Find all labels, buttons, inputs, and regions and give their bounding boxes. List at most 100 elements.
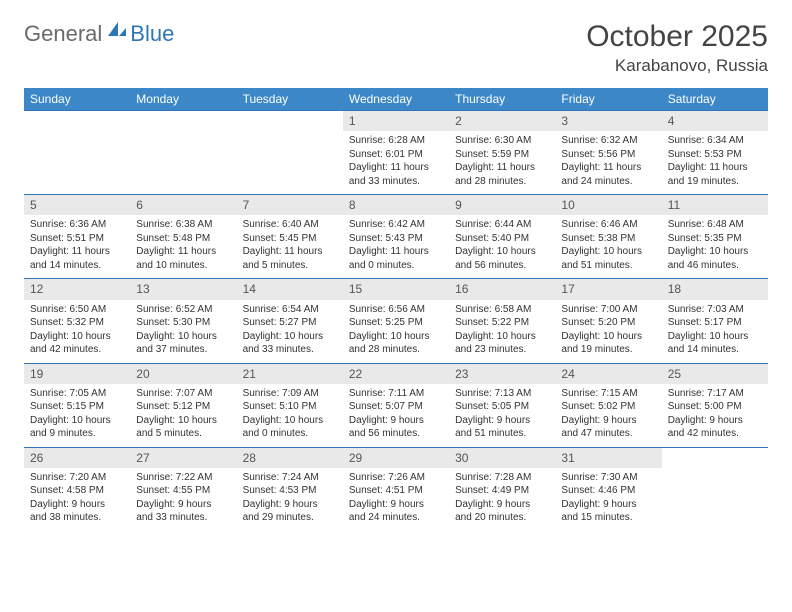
daylight-text: Daylight: 10 hours and 14 minutes. xyxy=(668,330,762,357)
day-details: Sunrise: 6:58 AMSunset: 5:22 PMDaylight:… xyxy=(449,300,555,363)
daylight-text: Daylight: 9 hours and 29 minutes. xyxy=(243,498,337,525)
sunrise-text: Sunrise: 6:54 AM xyxy=(243,303,337,317)
sunrise-text: Sunrise: 6:40 AM xyxy=(243,218,337,232)
day-details: Sunrise: 6:34 AMSunset: 5:53 PMDaylight:… xyxy=(662,131,768,194)
sunrise-text: Sunrise: 7:30 AM xyxy=(561,471,655,485)
day-details: Sunrise: 6:36 AMSunset: 5:51 PMDaylight:… xyxy=(24,215,130,278)
calendar-cell: 29Sunrise: 7:26 AMSunset: 4:51 PMDayligh… xyxy=(343,447,449,531)
sunset-text: Sunset: 5:59 PM xyxy=(455,148,549,162)
day-number: 19 xyxy=(24,364,130,384)
sunset-text: Sunset: 5:43 PM xyxy=(349,232,443,246)
sunset-text: Sunset: 5:30 PM xyxy=(136,316,230,330)
day-number: 6 xyxy=(130,195,236,215)
sunset-text: Sunset: 5:05 PM xyxy=(455,400,549,414)
sunrise-text: Sunrise: 7:13 AM xyxy=(455,387,549,401)
day-header: Monday xyxy=(130,88,236,111)
daylight-text: Daylight: 10 hours and 5 minutes. xyxy=(136,414,230,441)
calendar-row: 1Sunrise: 6:28 AMSunset: 6:01 PMDaylight… xyxy=(24,111,768,195)
day-details: Sunrise: 6:28 AMSunset: 6:01 PMDaylight:… xyxy=(343,131,449,194)
daylight-text: Daylight: 11 hours and 0 minutes. xyxy=(349,245,443,272)
sunset-text: Sunset: 5:51 PM xyxy=(30,232,124,246)
daylight-text: Daylight: 10 hours and 42 minutes. xyxy=(30,330,124,357)
day-number: 30 xyxy=(449,448,555,468)
day-number: 12 xyxy=(24,279,130,299)
sunset-text: Sunset: 5:10 PM xyxy=(243,400,337,414)
calendar-cell: 21Sunrise: 7:09 AMSunset: 5:10 PMDayligh… xyxy=(237,363,343,447)
sunrise-text: Sunrise: 7:15 AM xyxy=(561,387,655,401)
day-details: Sunrise: 7:26 AMSunset: 4:51 PMDaylight:… xyxy=(343,468,449,531)
day-number: 24 xyxy=(555,364,661,384)
sunrise-text: Sunrise: 7:26 AM xyxy=(349,471,443,485)
calendar-cell: 30Sunrise: 7:28 AMSunset: 4:49 PMDayligh… xyxy=(449,447,555,531)
day-number: 25 xyxy=(662,364,768,384)
calendar-cell: 4Sunrise: 6:34 AMSunset: 5:53 PMDaylight… xyxy=(662,111,768,195)
sunrise-text: Sunrise: 6:36 AM xyxy=(30,218,124,232)
day-number: 18 xyxy=(662,279,768,299)
calendar-cell: 15Sunrise: 6:56 AMSunset: 5:25 PMDayligh… xyxy=(343,279,449,363)
calendar-cell: 1Sunrise: 6:28 AMSunset: 6:01 PMDaylight… xyxy=(343,111,449,195)
sunset-text: Sunset: 5:20 PM xyxy=(561,316,655,330)
calendar-cell: 5Sunrise: 6:36 AMSunset: 5:51 PMDaylight… xyxy=(24,195,130,279)
sunrise-text: Sunrise: 7:17 AM xyxy=(668,387,762,401)
sunrise-text: Sunrise: 7:00 AM xyxy=(561,303,655,317)
day-header: Friday xyxy=(555,88,661,111)
calendar-row: 26Sunrise: 7:20 AMSunset: 4:58 PMDayligh… xyxy=(24,447,768,531)
day-number: 27 xyxy=(130,448,236,468)
day-number: 3 xyxy=(555,111,661,131)
day-number: 20 xyxy=(130,364,236,384)
sunset-text: Sunset: 5:45 PM xyxy=(243,232,337,246)
day-details: Sunrise: 7:15 AMSunset: 5:02 PMDaylight:… xyxy=(555,384,661,447)
day-details: Sunrise: 6:52 AMSunset: 5:30 PMDaylight:… xyxy=(130,300,236,363)
day-details: Sunrise: 7:00 AMSunset: 5:20 PMDaylight:… xyxy=(555,300,661,363)
calendar-cell: 8Sunrise: 6:42 AMSunset: 5:43 PMDaylight… xyxy=(343,195,449,279)
daylight-text: Daylight: 10 hours and 19 minutes. xyxy=(561,330,655,357)
calendar-cell xyxy=(237,111,343,195)
day-header: Tuesday xyxy=(237,88,343,111)
calendar-cell: 14Sunrise: 6:54 AMSunset: 5:27 PMDayligh… xyxy=(237,279,343,363)
daylight-text: Daylight: 10 hours and 51 minutes. xyxy=(561,245,655,272)
calendar-table: Sunday Monday Tuesday Wednesday Thursday… xyxy=(24,88,768,531)
calendar-cell: 22Sunrise: 7:11 AMSunset: 5:07 PMDayligh… xyxy=(343,363,449,447)
day-number: 17 xyxy=(555,279,661,299)
calendar-cell: 16Sunrise: 6:58 AMSunset: 5:22 PMDayligh… xyxy=(449,279,555,363)
calendar-cell: 28Sunrise: 7:24 AMSunset: 4:53 PMDayligh… xyxy=(237,447,343,531)
day-details: Sunrise: 7:13 AMSunset: 5:05 PMDaylight:… xyxy=(449,384,555,447)
daylight-text: Daylight: 11 hours and 19 minutes. xyxy=(668,161,762,188)
calendar-cell: 19Sunrise: 7:05 AMSunset: 5:15 PMDayligh… xyxy=(24,363,130,447)
sail-icon xyxy=(106,20,128,43)
sunset-text: Sunset: 5:00 PM xyxy=(668,400,762,414)
day-details: Sunrise: 7:24 AMSunset: 4:53 PMDaylight:… xyxy=(237,468,343,531)
day-details: Sunrise: 7:17 AMSunset: 5:00 PMDaylight:… xyxy=(662,384,768,447)
calendar-cell: 12Sunrise: 6:50 AMSunset: 5:32 PMDayligh… xyxy=(24,279,130,363)
title-block: October 2025 Karabanovo, Russia xyxy=(586,20,768,76)
daylight-text: Daylight: 9 hours and 51 minutes. xyxy=(455,414,549,441)
daylight-text: Daylight: 10 hours and 46 minutes. xyxy=(668,245,762,272)
day-header: Wednesday xyxy=(343,88,449,111)
daylight-text: Daylight: 9 hours and 38 minutes. xyxy=(30,498,124,525)
calendar-cell: 13Sunrise: 6:52 AMSunset: 5:30 PMDayligh… xyxy=(130,279,236,363)
sunrise-text: Sunrise: 6:30 AM xyxy=(455,134,549,148)
day-details: Sunrise: 7:07 AMSunset: 5:12 PMDaylight:… xyxy=(130,384,236,447)
calendar-cell: 6Sunrise: 6:38 AMSunset: 5:48 PMDaylight… xyxy=(130,195,236,279)
day-details: Sunrise: 6:30 AMSunset: 5:59 PMDaylight:… xyxy=(449,131,555,194)
sunrise-text: Sunrise: 6:56 AM xyxy=(349,303,443,317)
sunrise-text: Sunrise: 7:22 AM xyxy=(136,471,230,485)
sunrise-text: Sunrise: 6:58 AM xyxy=(455,303,549,317)
sunset-text: Sunset: 4:58 PM xyxy=(30,484,124,498)
day-number: 28 xyxy=(237,448,343,468)
sunrise-text: Sunrise: 6:32 AM xyxy=(561,134,655,148)
day-details: Sunrise: 6:40 AMSunset: 5:45 PMDaylight:… xyxy=(237,215,343,278)
daylight-text: Daylight: 11 hours and 33 minutes. xyxy=(349,161,443,188)
sunset-text: Sunset: 4:46 PM xyxy=(561,484,655,498)
sunset-text: Sunset: 4:53 PM xyxy=(243,484,337,498)
calendar-cell: 24Sunrise: 7:15 AMSunset: 5:02 PMDayligh… xyxy=(555,363,661,447)
calendar-cell xyxy=(130,111,236,195)
header: General Blue October 2025 Karabanovo, Ru… xyxy=(24,20,768,76)
daylight-text: Daylight: 9 hours and 42 minutes. xyxy=(668,414,762,441)
daylight-text: Daylight: 9 hours and 20 minutes. xyxy=(455,498,549,525)
sunset-text: Sunset: 5:53 PM xyxy=(668,148,762,162)
location-label: Karabanovo, Russia xyxy=(586,56,768,76)
calendar-cell: 23Sunrise: 7:13 AMSunset: 5:05 PMDayligh… xyxy=(449,363,555,447)
sunrise-text: Sunrise: 6:50 AM xyxy=(30,303,124,317)
day-number: 11 xyxy=(662,195,768,215)
